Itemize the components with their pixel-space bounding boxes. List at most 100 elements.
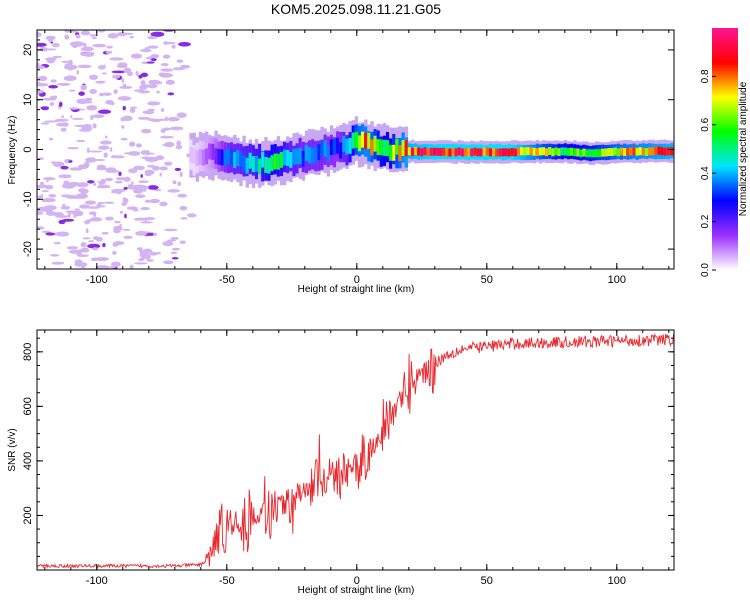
noise-speck [177, 193, 188, 198]
noise-speck [162, 41, 176, 45]
noise-speck [79, 204, 90, 209]
spectral-cell [417, 147, 421, 156]
snr-marks [37, 332, 674, 570]
spectral-cell [410, 147, 415, 156]
spectral-cell [364, 133, 368, 150]
noise-speck [140, 72, 149, 78]
spectral-cell [651, 147, 655, 156]
snr-x-axis-label: Height of straight line (km) [298, 585, 415, 596]
noise-speck [101, 231, 109, 235]
noise-speck [122, 228, 131, 231]
noise-speck [94, 257, 110, 262]
noise-speck [129, 106, 138, 109]
noise-speck [134, 262, 148, 265]
spectral-cell [304, 144, 309, 161]
noise-speck [74, 208, 81, 211]
noise-speck [82, 237, 91, 240]
noise-speck [105, 50, 113, 54]
noise-speck [91, 36, 97, 40]
noise-speck [80, 263, 86, 269]
spectral-cell [635, 147, 639, 156]
noise-speck [37, 32, 42, 38]
spectral-cell [239, 151, 243, 167]
spectral-cell [601, 148, 605, 157]
spectral-cell [607, 148, 611, 157]
noise-speck [135, 194, 146, 199]
spectral-cell [339, 142, 343, 159]
noise-speck [112, 243, 119, 247]
noise-speck [177, 181, 182, 187]
noise-speck [148, 79, 160, 83]
noise-speck [162, 241, 174, 247]
spectral-cell [654, 146, 658, 155]
spectral-cell [289, 151, 293, 168]
noise-speck [159, 172, 162, 177]
noise-speck [97, 201, 105, 205]
spectral-cell [336, 137, 340, 154]
x-tick-label: -50 [219, 575, 235, 587]
noise-speck [37, 211, 44, 216]
spectral-cell [482, 147, 487, 156]
noise-speck [155, 155, 165, 161]
noise-speck [111, 261, 121, 267]
noise-speck [136, 231, 151, 234]
spectral-cell [457, 147, 462, 156]
noise-speck [72, 44, 78, 49]
spectral-cell [529, 147, 533, 156]
spectral-cell [588, 149, 593, 158]
spectral-cell [454, 148, 458, 157]
noise-speck [92, 114, 105, 119]
spectral-cell [541, 147, 546, 156]
noise-speck [46, 180, 49, 183]
noise-speck [93, 183, 97, 186]
noise-speck [66, 195, 78, 199]
spectral-cell [198, 149, 203, 166]
noise-speck [147, 35, 158, 40]
noise-speck [138, 258, 144, 262]
noise-speck [37, 82, 49, 87]
noise-speck [53, 242, 62, 245]
spectral-cell [283, 149, 287, 166]
spectral-cell [404, 140, 409, 157]
spectral-cell [585, 149, 590, 158]
noise-speck [64, 30, 79, 33]
noise-speck [61, 115, 65, 118]
noise-speck [55, 231, 70, 237]
noise-speck [144, 47, 150, 52]
noise-speck [123, 67, 132, 74]
spectral-cell [223, 150, 228, 167]
spectral-cell [307, 146, 312, 163]
colorbar-ticks: 0.0 0.2 0.4 0.6 0.8 [700, 69, 716, 277]
spectral-cell [626, 147, 630, 156]
noise-speck [49, 137, 54, 141]
noise-speck [130, 53, 143, 59]
spectral-cell [348, 137, 352, 154]
noise-speck [86, 105, 98, 111]
spectral-cell [644, 148, 649, 157]
noise-speck [121, 201, 127, 207]
spectral-cell [648, 147, 652, 156]
spectral-cell [367, 132, 371, 149]
noise-speck [129, 107, 136, 114]
noise-speck [47, 37, 54, 43]
noise-speck [116, 64, 128, 69]
noise-speck [163, 260, 174, 265]
spectral-cell [545, 148, 549, 157]
noise-speck [135, 70, 139, 76]
noise-speck [162, 127, 171, 131]
spectral-cell [329, 139, 334, 155]
colorbar: 0.0 0.2 0.4 0.6 0.8 Normalized spectral ampl… [700, 28, 749, 277]
noise-speck [99, 140, 112, 145]
noise-speck [68, 210, 83, 215]
noise-speck [67, 181, 81, 187]
colorbar-label: Normalized spectral amplitude [738, 81, 749, 216]
spectral-cell [392, 144, 396, 161]
spectral-cell [526, 147, 530, 156]
noise-speck [146, 61, 155, 64]
noise-speck [50, 254, 60, 257]
noise-speck [169, 126, 184, 131]
noise-speck [167, 116, 180, 122]
x-tick-label: -100 [86, 274, 108, 286]
noise-speck [58, 219, 66, 225]
spectral-cell [551, 148, 555, 157]
